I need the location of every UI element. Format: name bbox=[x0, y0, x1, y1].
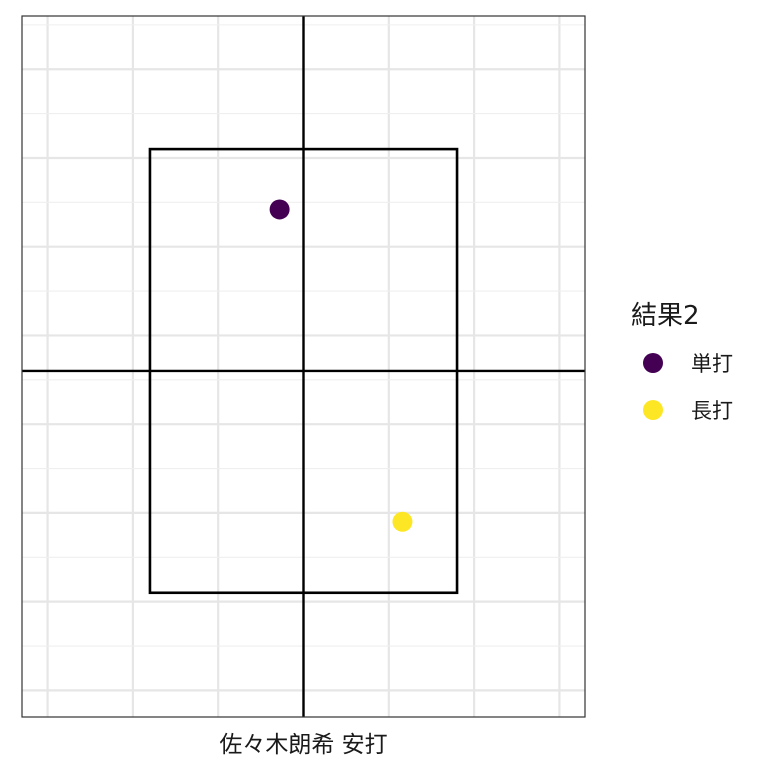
center-lines bbox=[22, 16, 585, 717]
data-points bbox=[269, 199, 413, 532]
legend-key bbox=[643, 400, 663, 420]
legend-label: 単打 bbox=[691, 352, 733, 376]
data-point bbox=[269, 199, 290, 220]
legend-key bbox=[643, 353, 663, 373]
data-point bbox=[392, 511, 413, 532]
legend-label: 長打 bbox=[691, 399, 733, 423]
x-axis-label: 佐々木朗希 安打 bbox=[219, 732, 387, 758]
legend-title: 結果2 bbox=[631, 301, 700, 331]
plot-border bbox=[21, 15, 586, 718]
